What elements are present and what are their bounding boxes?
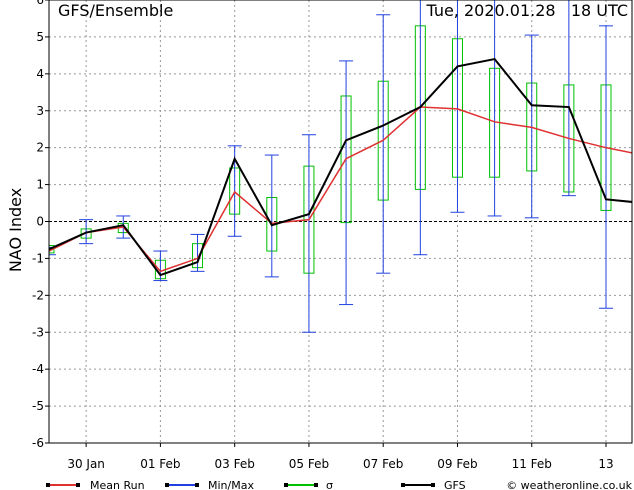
x-tick-label: 03 Feb: [214, 457, 254, 471]
legend-item-mean-run: Mean Run: [46, 479, 145, 490]
y-tick-label: 2: [36, 141, 44, 155]
y-tick-label: 1: [36, 178, 44, 192]
min-max-whisker: [450, 0, 465, 213]
y-tick-label: 5: [36, 30, 44, 44]
legend-item-sigma: σ: [284, 479, 333, 490]
series-line-gfs: [49, 57, 632, 277]
min-max-whisker: [599, 25, 614, 309]
min-max-whisker: [561, 0, 576, 197]
x-tick-label: 07 Feb: [363, 457, 403, 471]
x-tick-label: 11 Feb: [512, 457, 552, 471]
x-tick-labels: 30 Jan 01 Feb 03 Feb 05 Feb 07 Feb 09 Feb 11 F…: [67, 443, 614, 471]
attribution-text: © weatheronline.co.uk: [506, 479, 632, 490]
min-max-whisker: [301, 134, 316, 333]
y-tick-label: -6: [32, 436, 44, 450]
min-max-whiskers: [48, 0, 614, 333]
chart-title: GFS/Ensemble: [58, 1, 173, 20]
x-tick-label: 01 Feb: [140, 457, 180, 471]
min-max-whisker: [376, 14, 391, 274]
min-max-whisker: [413, 0, 428, 256]
min-max-whisker: [524, 34, 539, 219]
legend-label-min-max: Min/Max: [208, 479, 254, 490]
min-max-whisker: [190, 233, 205, 272]
series-lines: [49, 57, 632, 277]
run-time-label: Tue, 2020.01.28 18 UTC: [425, 1, 628, 20]
y-tick-label: -2: [32, 288, 44, 302]
legend-item-gfs: GFS: [401, 479, 466, 490]
y-tick-label: 3: [36, 104, 44, 118]
y-tick-labels: 6 5 4 3 2 1 0 -1 -2 -3 -4 -5 -6: [32, 0, 49, 450]
grid-lines: [49, 0, 632, 443]
series-line-mean-run: [49, 106, 632, 273]
x-tick-label: 05 Feb: [289, 457, 329, 471]
legend-label-gfs: GFS: [444, 479, 466, 490]
y-tick-label: 4: [36, 67, 44, 81]
y-tick-label: -4: [32, 362, 44, 376]
min-max-whisker: [264, 154, 279, 278]
min-max-whisker: [339, 60, 354, 306]
y-tick-label: 6: [36, 0, 44, 7]
y-tick-label: -5: [32, 399, 44, 413]
x-tick-label: 09 Feb: [437, 457, 477, 471]
min-max-whisker: [487, 0, 502, 217]
y-tick-label: -3: [32, 325, 44, 339]
sigma-boxes: [48, 25, 612, 280]
legend: Mean Run Min/Max σ GFS © weatheronline.c…: [46, 479, 633, 490]
legend-label-mean-run: Mean Run: [90, 479, 145, 490]
y-axis-label: NAO Index: [6, 188, 25, 272]
y-tick-label: 0: [36, 215, 44, 229]
x-tick-label: 13: [598, 457, 613, 471]
legend-item-min-max: Min/Max: [165, 479, 254, 490]
x-tick-label: 30 Jan: [67, 457, 105, 471]
legend-label-sigma: σ: [326, 479, 333, 490]
y-tick-label: -1: [32, 251, 44, 265]
